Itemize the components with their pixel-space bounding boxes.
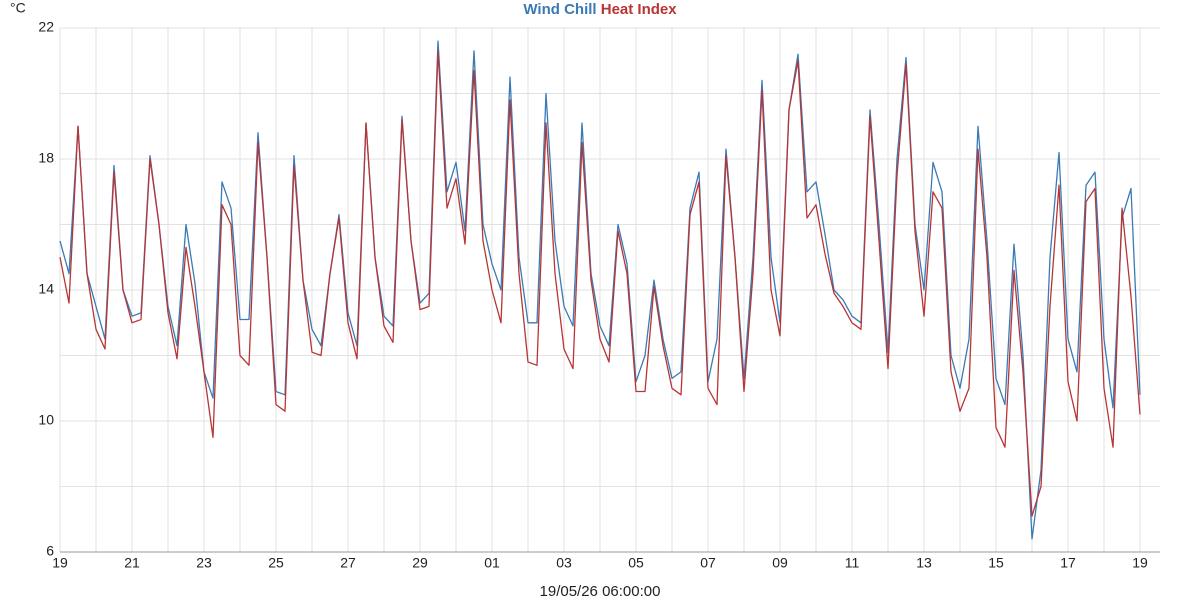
y-unit: °C [10,0,26,16]
x-tick-label: 23 [196,555,212,571]
x-tick-label: 11 [845,555,860,571]
x-tick-label: 09 [772,555,788,571]
x-tick-label: 17 [1060,555,1076,571]
x-tick-label: 05 [628,555,644,571]
x-tick-label: 15 [988,555,1004,571]
x-axis-label: 19/05/26 06:00:00 [540,583,661,600]
legend-entry: Wind Chill [523,1,596,18]
x-tick-label: 07 [700,555,716,571]
y-tick-label: 14 [38,281,54,297]
x-tick-label: 21 [124,555,140,571]
line-series [59,50,1141,517]
x-tick-label: 19 [52,555,68,571]
line-series [59,40,1141,540]
y-tick-label: 22 [38,19,54,35]
x-tick-label: 29 [412,555,428,571]
x-tick-label: 03 [556,555,572,571]
x-tick-label: 25 [268,555,284,571]
chart-title: Wind Chill Heat Index [523,1,677,18]
x-tick-label: 19 [1132,555,1148,571]
y-tick-label: 6 [46,543,54,559]
x-tick-label: 27 [340,555,356,571]
x-tick-label: 13 [916,555,932,571]
legend-entry: Heat Index [601,1,678,18]
y-tick-label: 10 [38,412,54,428]
x-tick-label: 01 [484,555,500,571]
y-tick-label: 18 [38,150,54,166]
